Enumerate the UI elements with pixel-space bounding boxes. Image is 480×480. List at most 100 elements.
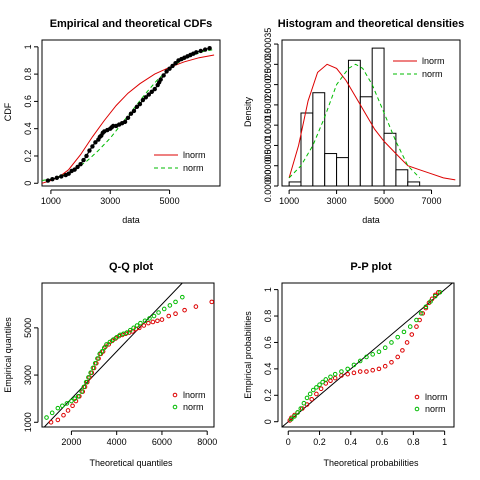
cdf-y-axis: 0 0.2 0.4 0.6 0.8 1: [23, 44, 39, 186]
cdf-empirical-point: [140, 97, 146, 103]
pp-norm-point: [389, 340, 394, 345]
cdf-y-tick-label: 0.2: [23, 150, 33, 163]
qq-norm-point: [131, 325, 136, 331]
hist-x-tick-label: 5000: [374, 196, 394, 206]
cdf-empirical-point: [143, 95, 149, 100]
pp-norm-point: [395, 334, 401, 340]
cdf-empirical-point: [90, 144, 95, 149]
qq-lnorm-point: [109, 338, 115, 344]
cdf-y-tick-label: 0.6: [23, 95, 33, 108]
cdf-empirical-point: [161, 73, 166, 78]
hist-bar: [407, 181, 421, 187]
cdf-empirical-point: [93, 140, 98, 145]
pp-norm-point: [339, 369, 344, 374]
pp-norm-point: [418, 311, 424, 316]
qq-norm-point: [95, 356, 100, 361]
pp-y-tick-label: 0.8: [263, 310, 273, 323]
qq-norm-point: [49, 410, 55, 416]
pp-lnorm-point: [370, 367, 375, 373]
qq-plot-box: [41, 282, 215, 428]
qq-y-tick-label: 3000: [23, 365, 33, 385]
pp-norm-point: [332, 371, 338, 377]
qq-lnorm-point: [137, 325, 142, 331]
histogram-panel: Histogram and theoretical densities data…: [243, 18, 464, 225]
cdf-x-tick-label: 3000: [100, 196, 120, 206]
cdf-empirical-point: [59, 174, 64, 179]
hist-y-tick-label: 0.00030: [263, 48, 273, 81]
cdf-legend-lnorm-label: lnorm: [183, 150, 206, 160]
hist-legend-lnorm-label: lnorm: [422, 56, 445, 66]
pp-norm-point: [310, 387, 316, 393]
hist-marks: [288, 47, 456, 187]
cdf-y-tick-label: 0.4: [23, 122, 33, 135]
pp-norm-point: [345, 366, 350, 372]
pp-lnorm-point: [420, 311, 426, 316]
cdf-empirical-point: [173, 60, 178, 66]
qq-norm-point: [173, 299, 178, 305]
cdf-empirical-point: [87, 148, 92, 153]
pp-lnorm-point: [314, 391, 319, 397]
pp-norm-point: [317, 382, 322, 388]
pp-lnorm-point: [400, 348, 405, 353]
qq-lnorm-point: [146, 320, 151, 326]
pp-norm-point: [307, 391, 313, 397]
pp-norm-point: [314, 385, 319, 390]
qq-norm-point: [69, 398, 74, 404]
qq-norm-point: [142, 318, 148, 324]
cdf-legend-norm-label: norm: [183, 163, 204, 173]
qq-norm-point: [101, 345, 107, 351]
pp-lnorm-point: [357, 369, 363, 374]
cdf-lnorm-curve: [41, 54, 215, 184]
qq-lnorm-point: [103, 344, 108, 350]
pp-plot-box: [281, 282, 455, 428]
qq-marks: [43, 283, 215, 427]
pp-norm-point: [320, 379, 325, 385]
pp-lnorm-point: [395, 354, 401, 360]
hist-x-tick-label: 3000: [327, 196, 347, 206]
hist-y-tick-label: 0.00020: [263, 89, 273, 122]
pp-y-tick-label: 0.4: [263, 363, 273, 376]
qq-norm-point: [88, 370, 93, 376]
qq-lnorm-point: [55, 417, 61, 423]
pp-legend-norm-marker: [414, 406, 420, 412]
qq-norm-point: [180, 294, 185, 300]
cdf-y-tick-label: 0.8: [23, 68, 33, 81]
hist-bar: [312, 92, 326, 187]
cdf-empirical-point: [198, 48, 203, 54]
cdf-empirical-point: [72, 167, 77, 172]
pp-norm-point: [414, 317, 419, 323]
qq-lnorm-point: [61, 412, 66, 418]
pp-x-tick-label: 0.4: [345, 437, 358, 447]
pp-lnorm-point: [376, 366, 382, 372]
cdf-xlabel: data: [122, 215, 140, 225]
hist-legend-norm-label: norm: [422, 69, 443, 79]
hist-bar: [324, 153, 338, 187]
qq-legend: lnorm norm: [172, 390, 206, 412]
hist-y-tick-label: 0.00035: [263, 28, 273, 61]
qq-lnorm-point: [73, 398, 79, 404]
cdf-norm-curve: [41, 49, 215, 181]
cdf-empirical-point: [207, 45, 212, 51]
qq-norm-point: [92, 360, 98, 366]
qq-x-tick-label: 4000: [107, 437, 127, 447]
qq-lnorm-point: [141, 323, 147, 328]
pp-norm-point: [328, 374, 333, 380]
cdf-ylabel: CDF: [3, 102, 13, 121]
pp-norm-point: [437, 289, 443, 295]
cdf-empirical-point: [158, 77, 163, 82]
pp-panel: P-P plot Theoretical probabilities Empir…: [243, 261, 455, 468]
hist-y-tick-label: 0.00015: [263, 109, 273, 142]
qq-norm-point: [72, 396, 78, 401]
qq-norm-point: [156, 310, 161, 315]
pp-lnorm-point: [318, 386, 324, 391]
pp-norm-point: [304, 395, 310, 401]
hist-bar: [336, 157, 349, 187]
qq-lnorm-point: [150, 319, 156, 325]
qq-norm-point: [81, 384, 87, 390]
qq-title: Q-Q plot: [109, 261, 153, 273]
qq-lnorm-point: [48, 419, 54, 425]
qq-x-axis: 2000 4000 6000 8000: [61, 430, 217, 447]
pp-norm-point: [357, 358, 363, 364]
qq-x-tick-label: 2000: [61, 437, 81, 447]
pp-norm-point: [301, 400, 307, 406]
